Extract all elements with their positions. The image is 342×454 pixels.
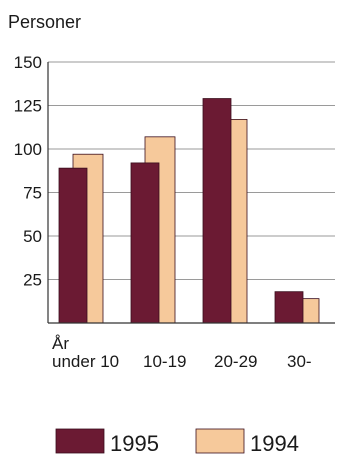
- legend-swatch-1995: [55, 428, 105, 454]
- x-tick-label: under 10: [52, 352, 119, 371]
- y-axis-ticks: 25 50 75 100 125 150: [14, 53, 42, 290]
- x-tick-label: 30-: [287, 352, 312, 371]
- x-axis-title: År: [52, 334, 69, 353]
- legend-swatch-1994: [195, 428, 245, 454]
- bar-1995-20-29: [202, 98, 232, 324]
- y-axis-label: Personer: [8, 12, 81, 32]
- bar-1995-10-19: [130, 162, 160, 324]
- bar-1995-under-10: [58, 167, 88, 324]
- legend-label-1995: 1995: [110, 431, 159, 454]
- y-tick-label: 100: [14, 140, 42, 159]
- y-tick-label: 125: [14, 97, 42, 116]
- y-tick-label: 150: [14, 53, 42, 72]
- y-tick-label: 75: [23, 184, 42, 203]
- y-tick-label: 50: [23, 227, 42, 246]
- legend-label-1994: 1994: [250, 431, 299, 454]
- bars: [58, 98, 320, 324]
- y-tick-label: 25: [23, 271, 42, 290]
- bar-1995-30-: [274, 291, 304, 324]
- legend: 1995 1994: [55, 428, 299, 454]
- x-tick-label: 20-29: [214, 352, 257, 371]
- x-tick-label: 10-19: [143, 352, 186, 371]
- x-axis-ticks: under 10 10-19 20-29 30-: [52, 352, 312, 371]
